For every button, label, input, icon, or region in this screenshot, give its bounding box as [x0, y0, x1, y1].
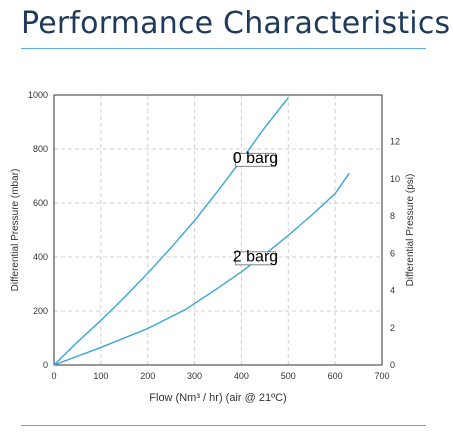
y2-tick-label: 0: [390, 360, 395, 370]
y2-tick-label: 2: [390, 323, 395, 333]
x-tick-label: 400: [234, 371, 249, 381]
grid: [54, 95, 382, 365]
y2-tick-label: 6: [390, 248, 395, 258]
x-tick-label: 600: [328, 371, 343, 381]
y-tick-label: 600: [33, 198, 48, 208]
y-tick-label: 400: [33, 252, 48, 262]
title-underline: [21, 48, 426, 49]
y-tick-label: 1000: [28, 90, 48, 100]
series-callouts: 0 barg 2 barg: [233, 150, 278, 266]
callout-label: 0 barg: [233, 150, 278, 167]
x-tick-label: 0: [51, 371, 56, 381]
callout-label: 2 barg: [233, 248, 278, 265]
series-callout: 2 barg: [233, 248, 278, 265]
x-tick-label: 100: [93, 371, 108, 381]
callout-box: [235, 152, 276, 167]
plot-frame: [53, 94, 383, 366]
x-tick-label: 200: [140, 371, 155, 381]
x-tick-label: 300: [187, 371, 202, 381]
y-axis-title: Differential Pressure (mbar): [10, 169, 21, 292]
series-callout: 0 barg: [233, 150, 278, 167]
y-tick-labels: 0 200 400 600 800 1000: [28, 90, 48, 370]
series-layer: [53, 97, 350, 366]
y-tick-label: 800: [33, 144, 48, 154]
y2-tick-label: 8: [390, 211, 395, 221]
x-axis-title: Flow (Nm³ / hr) (air @ 21ºC): [149, 392, 286, 404]
y2-axis-title: Differential Pressure (psi): [405, 174, 416, 287]
y2-tick-label: 10: [390, 174, 400, 184]
callout-box: [235, 251, 276, 266]
y2-tick-label: 12: [390, 137, 400, 147]
x-tick-labels: 0 100 200 300 400 500 600 700: [51, 371, 389, 381]
series-line-0-barg: [53, 97, 289, 366]
x-tick-label: 700: [374, 371, 389, 381]
y2-tick-labels: 0 2 4 6 8 10 12: [390, 137, 400, 370]
y-tick-label: 200: [33, 306, 48, 316]
y2-tick-label: 4: [390, 286, 395, 296]
page-title: Performance Characteristics: [21, 6, 451, 41]
footer-rule: [21, 425, 426, 426]
series-line-2-barg: [53, 172, 350, 366]
y-tick-label: 0: [43, 360, 48, 370]
x-tick-label: 500: [281, 371, 296, 381]
